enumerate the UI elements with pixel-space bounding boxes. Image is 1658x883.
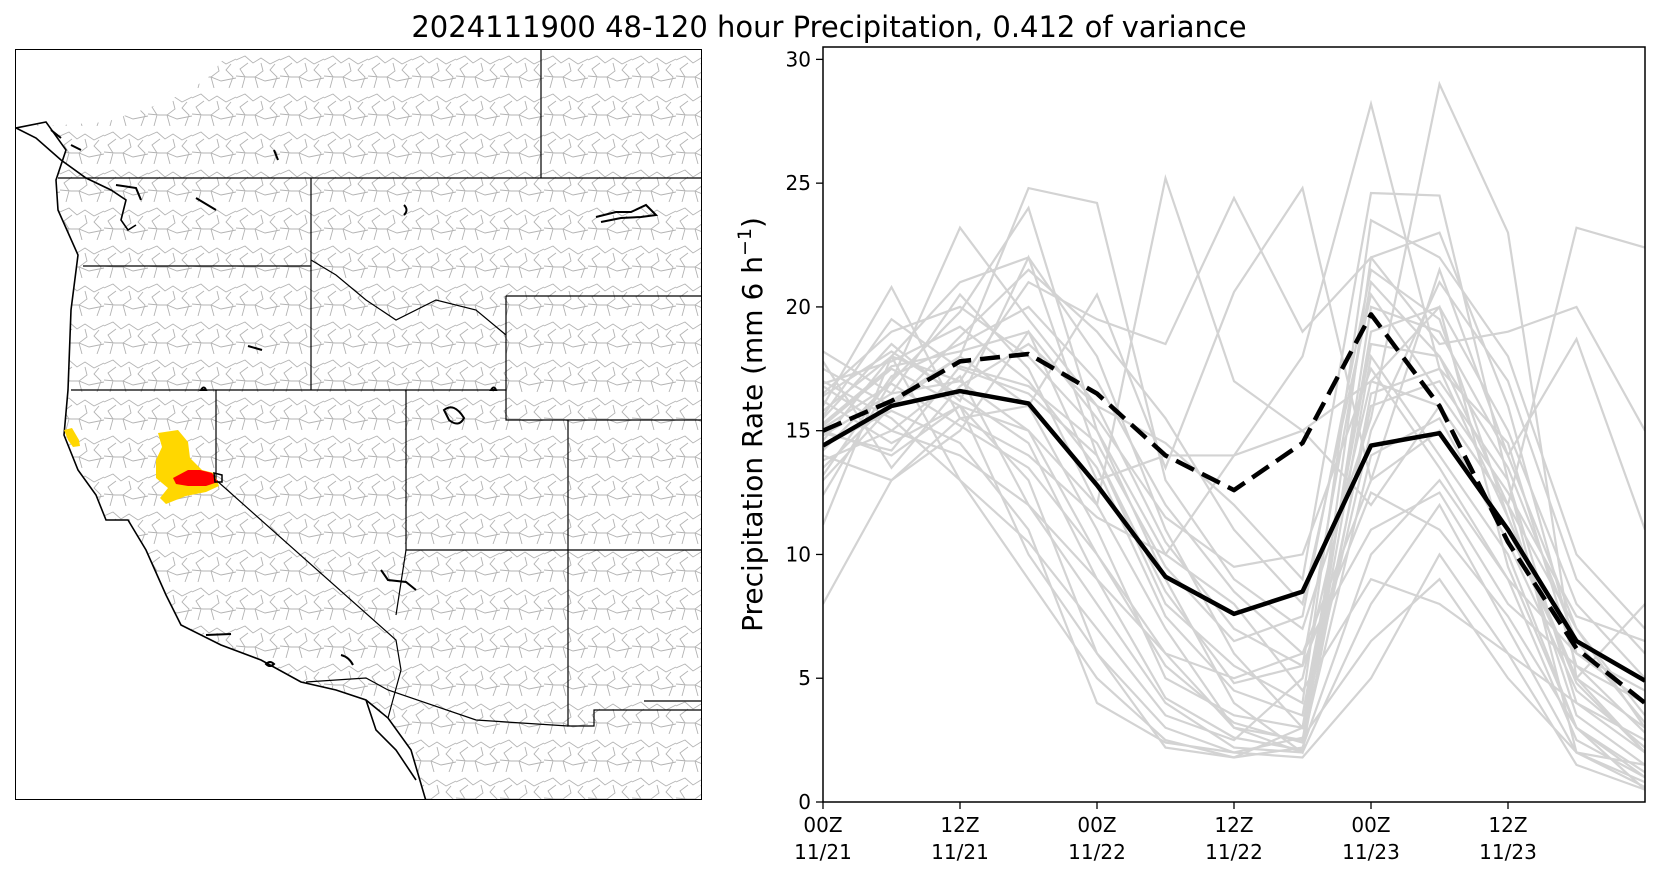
- ensemble-member-line: [823, 379, 1645, 766]
- ensemble-member-line: [823, 218, 1645, 705]
- dashed-series-line: [823, 312, 1645, 705]
- precipitation-highlight: [64, 428, 223, 504]
- ensemble-member-line: [823, 342, 1645, 774]
- x-tick-date-label: 11/22: [1068, 840, 1126, 864]
- y-tick-label: 10: [786, 542, 811, 566]
- solid-series-line: [823, 388, 1645, 683]
- basin-map: [16, 50, 701, 799]
- x-tick-label: 12Z: [1488, 813, 1527, 837]
- ensemble-member-line: [823, 409, 1645, 784]
- lakes: [50, 129, 659, 667]
- highlight-region-core: [173, 470, 218, 486]
- y-axis-label: Precipitation Rate (mm 6 h−1): [734, 217, 769, 632]
- ensemble-member-line: [823, 195, 1645, 526]
- x-tick-label: 00Z: [1077, 813, 1116, 837]
- ensemble-member-line: [823, 416, 1645, 742]
- x-tick-date-label: 11/21: [931, 840, 989, 864]
- x-tick-date-label: 11/23: [1479, 840, 1537, 864]
- x-tick-date-label: 11/23: [1342, 840, 1400, 864]
- ensemble-member-line: [823, 231, 1645, 755]
- ensemble-member-line: [823, 355, 1645, 754]
- y-tick-label: 20: [786, 295, 811, 319]
- highlight-region-coast: [64, 428, 80, 447]
- y-tick-label: 0: [798, 790, 811, 814]
- x-tick-date-label: 11/21: [794, 840, 852, 864]
- ensemble-member-line: [823, 330, 1645, 692]
- x-tick-date-label: 11/22: [1205, 840, 1263, 864]
- coastline: [16, 121, 427, 799]
- x-tick-label: 12Z: [1214, 813, 1253, 837]
- x-tick-label: 12Z: [940, 813, 979, 837]
- ensemble-member-line: [823, 374, 1645, 789]
- basin-map-panel: [15, 49, 702, 800]
- ensemble-member-line: [823, 267, 1645, 754]
- state-borders: [58, 50, 701, 727]
- ensemble-member-line: [823, 305, 1645, 704]
- figure-title: 2024111900 48-120 hour Precipitation, 0.…: [411, 10, 1247, 44]
- y-tick-label: 15: [786, 419, 811, 443]
- ensemble-member-line: [823, 350, 1645, 752]
- y-tick-label: 5: [798, 666, 811, 690]
- ensemble-member-line: [823, 325, 1645, 724]
- ensemble-member-line: [823, 256, 1645, 731]
- y-tick-label: 25: [786, 171, 811, 195]
- puget-sound-coast: [16, 127, 137, 232]
- plot-frame: [822, 46, 1646, 803]
- x-tick-label: 00Z: [1351, 813, 1390, 837]
- ensemble-member-line: [823, 305, 1645, 754]
- gulf-of-california-coast: [365, 699, 417, 781]
- x-tick-label: 00Z: [803, 813, 842, 837]
- y-tick-label: 30: [786, 47, 811, 71]
- ensemble-member-line: [823, 174, 1645, 791]
- ensemble-member-line: [823, 268, 1645, 643]
- ensemble-member-line: [823, 279, 1645, 759]
